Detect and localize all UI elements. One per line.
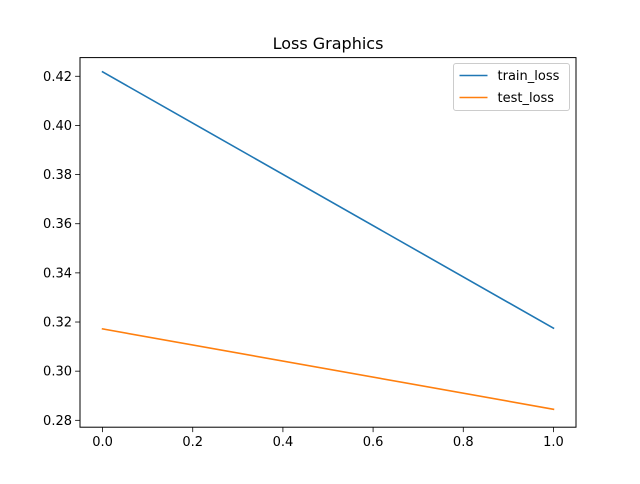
y-tick-label: 0.30	[43, 365, 72, 380]
y-tick-label: 0.40	[43, 119, 72, 134]
y-tick-label: 0.38	[43, 168, 72, 183]
legend-label-test-loss: test_loss	[498, 91, 555, 106]
legend-label-train-loss: train_loss	[498, 69, 560, 84]
y-tick-label: 0.32	[43, 316, 72, 331]
y-tick-label: 0.28	[43, 414, 72, 429]
x-tick-label: 0.0	[92, 435, 113, 450]
y-tick-label: 0.34	[43, 266, 72, 281]
x-tick-label: 1.0	[543, 435, 564, 450]
legend: train_loss test_loss	[454, 64, 570, 111]
chart-title: Loss Graphics	[273, 34, 384, 53]
x-tick-label: 0.6	[363, 435, 384, 450]
x-tick-label: 0.2	[182, 435, 203, 450]
y-tick-label: 0.36	[43, 217, 72, 232]
y-tick-label: 0.42	[43, 70, 72, 85]
x-tick-label: 0.4	[273, 435, 294, 450]
x-tick-label: 0.8	[453, 435, 474, 450]
